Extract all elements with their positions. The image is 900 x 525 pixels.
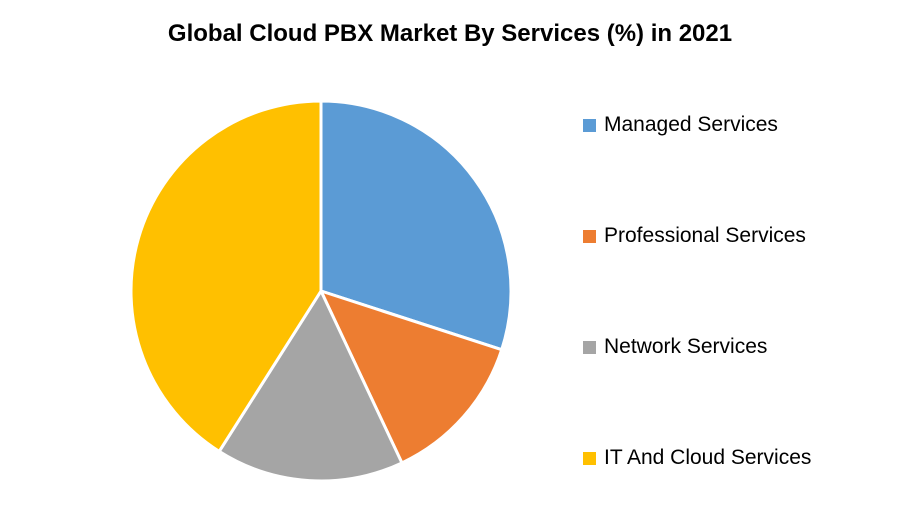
legend-item-network-services: Network Services — [583, 330, 767, 364]
legend-item-professional-services: Professional Services — [583, 219, 806, 253]
legend-swatch-managed-services — [583, 118, 596, 132]
legend-swatch-professional-services — [583, 229, 596, 243]
legend-label-professional-services: Professional Services — [604, 224, 806, 247]
chart-title: Global Cloud PBX Market By Services (%) … — [167, 20, 733, 47]
legend-label-managed-services: Managed Services — [604, 113, 778, 136]
pie-slice-network-services — [217, 289, 404, 483]
legend-item-managed-services: Managed Services — [583, 108, 778, 142]
legend-label-it-and-cloud-services: IT And Cloud Services — [604, 446, 812, 469]
legend-item-it-and-cloud-services: IT And Cloud Services — [583, 441, 811, 475]
pie-slice-professional-services — [319, 289, 504, 465]
legend-label-network-services: Network Services — [604, 335, 768, 358]
pie-slice-managed-services — [319, 99, 513, 352]
legend-swatch-network-services — [583, 340, 596, 354]
legend-swatch-it-and-cloud-services — [583, 451, 596, 465]
pie-slice-it-and-cloud-services — [129, 99, 323, 453]
